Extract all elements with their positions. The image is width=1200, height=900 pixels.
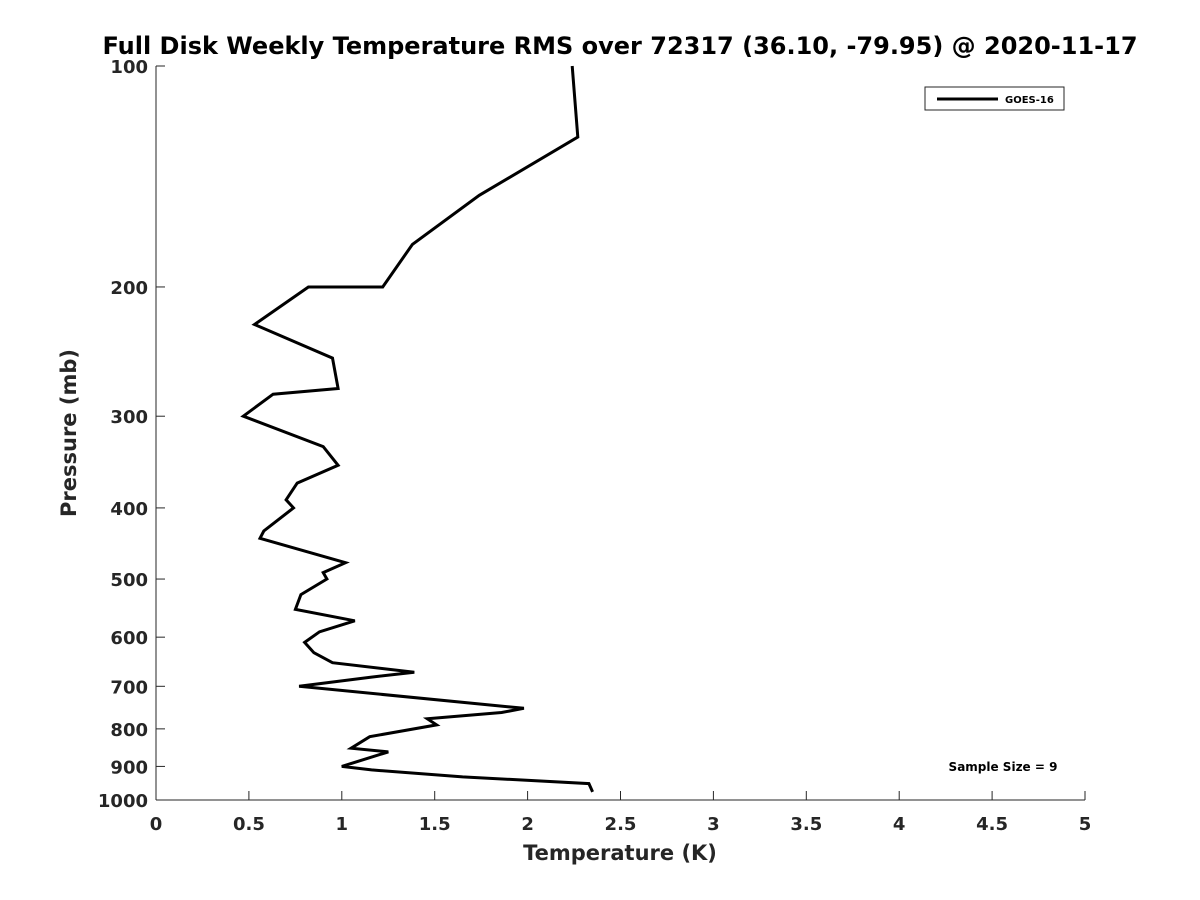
- x-axis-label: Temperature (K): [523, 841, 717, 865]
- x-tick-label: 1.5: [419, 814, 451, 835]
- x-tick-label: 5: [1079, 814, 1092, 835]
- y-tick-label: 400: [110, 499, 148, 520]
- y-tick-label: 200: [110, 278, 148, 299]
- y-tick-label: 1000: [98, 791, 148, 812]
- y-axis-ticks: 100 200 300 400 500 600 700 800 900 1000: [98, 57, 165, 812]
- x-tick-label: 3.5: [790, 814, 822, 835]
- legend-label-goes-16: GOES-16: [1005, 95, 1054, 106]
- x-axis-ticks: 0 0.5 1 1.5 2 2.5 3 3.5 4 4.5 5: [150, 791, 1092, 835]
- y-axis-label: Pressure (mb): [57, 349, 81, 517]
- sample-size-annotation: Sample Size = 9: [949, 760, 1058, 774]
- y-tick-label: 500: [110, 570, 148, 591]
- series-line-goes-16: [240, 65, 594, 793]
- legend: GOES-16: [924, 86, 1065, 111]
- chart-title: Full Disk Weekly Temperature RMS over 72…: [102, 32, 1137, 60]
- y-tick-label: 900: [110, 757, 148, 778]
- x-tick-label: 3: [707, 814, 720, 835]
- x-tick-label: 4: [893, 814, 906, 835]
- y-tick-label: 100: [110, 57, 148, 78]
- x-tick-label: 0.5: [233, 814, 265, 835]
- x-tick-label: 0: [150, 814, 163, 835]
- y-tick-label: 800: [110, 720, 148, 741]
- series-group: [240, 65, 594, 793]
- x-tick-label: 4.5: [976, 814, 1008, 835]
- y-tick-label: 300: [110, 407, 148, 428]
- x-tick-label: 2: [521, 814, 534, 835]
- y-tick-label: 700: [110, 677, 148, 698]
- x-tick-label: 2.5: [605, 814, 637, 835]
- x-tick-label: 1: [336, 814, 349, 835]
- y-tick-label: 600: [110, 628, 148, 649]
